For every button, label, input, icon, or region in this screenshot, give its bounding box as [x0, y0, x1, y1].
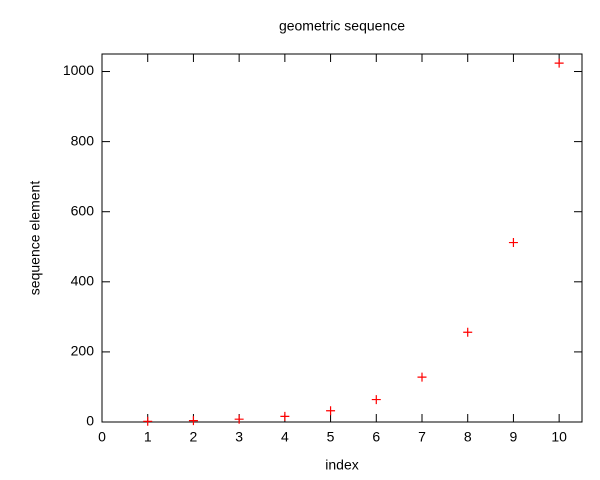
- y-axis-label: sequence element: [27, 181, 43, 296]
- y-tick-label: 400: [71, 273, 95, 289]
- marker: [463, 327, 473, 337]
- marker: [188, 416, 198, 426]
- y-tick-label: 800: [71, 132, 95, 148]
- marker: [508, 238, 518, 248]
- x-tick-label: 4: [281, 429, 289, 445]
- chart-title: geometric sequence: [279, 18, 405, 34]
- x-tick-label: 9: [510, 429, 518, 445]
- x-axis-label: index: [325, 457, 358, 473]
- plot-frame: [101, 53, 583, 423]
- x-tick-label: 3: [235, 429, 243, 445]
- x-tick-label: 8: [464, 429, 472, 445]
- y-tick-label: 0: [86, 413, 94, 429]
- marker: [143, 416, 153, 426]
- x-tick-label: 7: [418, 429, 426, 445]
- x-tick-label: 0: [98, 429, 106, 445]
- marker: [417, 372, 427, 382]
- marker: [326, 406, 336, 416]
- marker: [234, 414, 244, 424]
- marker: [371, 395, 381, 405]
- x-tick-label: 6: [372, 429, 380, 445]
- x-tick-label: 5: [327, 429, 335, 445]
- x-tick-label: 1: [144, 429, 152, 445]
- x-tick-label: 2: [190, 429, 198, 445]
- y-tick-label: 600: [71, 202, 95, 218]
- y-tick-label: 1000: [63, 62, 94, 78]
- marker: [280, 411, 290, 421]
- y-tick-label: 200: [71, 343, 95, 359]
- marker: [554, 58, 564, 68]
- x-tick-label: 10: [551, 429, 567, 445]
